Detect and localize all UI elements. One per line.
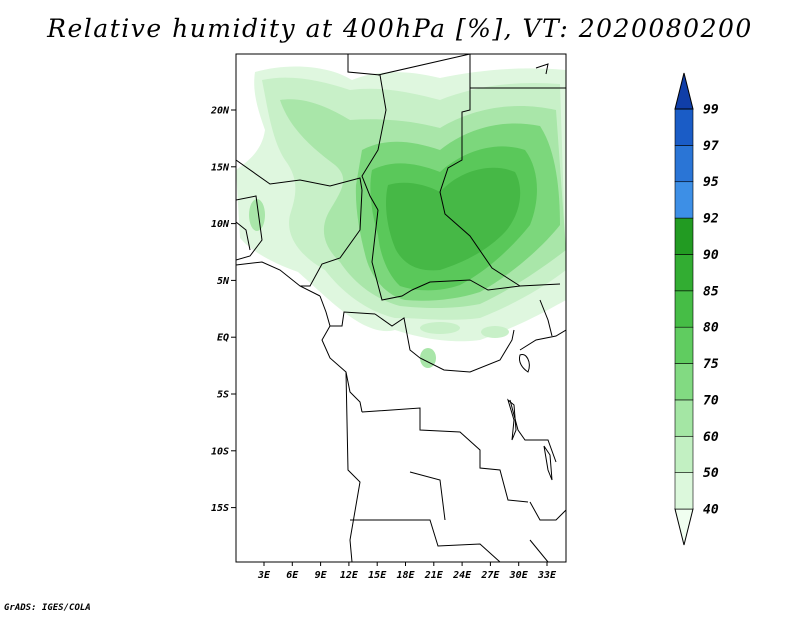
rh-cell xyxy=(420,322,460,334)
lat-tick-label: 10S xyxy=(211,446,229,457)
lat-tick-label: 5N xyxy=(217,276,230,287)
humidity-shading xyxy=(236,66,566,368)
grads-credit: GrADS: IGES/COLA xyxy=(4,603,91,613)
colorbar-label: 92 xyxy=(703,212,719,227)
lat-tick-label: 10N xyxy=(211,219,230,230)
colorbar-segment xyxy=(674,181,694,219)
lon-tick-label: 18E xyxy=(396,570,415,581)
lat-tick-label: 15N xyxy=(211,162,230,173)
map-frame xyxy=(235,53,567,563)
lon-tick-label: 9E xyxy=(315,570,328,581)
colorbar-label: 75 xyxy=(703,357,719,372)
lon-tick-label: 24E xyxy=(452,570,472,581)
lon-tick-label: 6E xyxy=(286,570,299,581)
colorbar-segment xyxy=(674,72,694,110)
colorbar-label: 40 xyxy=(703,503,719,518)
colorbar-label: 50 xyxy=(703,466,719,481)
lat-tick-label: 20N xyxy=(210,106,230,117)
lat-tick-label: 5S xyxy=(217,390,229,401)
colorbar-segment xyxy=(674,363,694,401)
lake-outlines xyxy=(507,63,553,481)
latitude-axis: 20N 15N 10N 5N EQ 5S 10S 15S xyxy=(210,106,236,514)
country-borders xyxy=(236,54,566,562)
rh-region-85 xyxy=(385,167,521,271)
colorbar-segment xyxy=(674,472,694,510)
colorbar-segment xyxy=(674,217,694,255)
colorbar-segment xyxy=(674,290,694,328)
colorbar-segment xyxy=(674,254,694,292)
colorbar-label: 70 xyxy=(703,393,719,408)
lon-tick-label: 30E xyxy=(509,570,529,581)
lon-tick-label: 12E xyxy=(340,570,359,581)
colorbar-label: 95 xyxy=(703,175,719,190)
colorbar-segment xyxy=(674,145,694,183)
rh-cell xyxy=(249,199,265,231)
colorbar: 40 50 60 70 75 80 85 90 92 95 97 99 xyxy=(674,72,719,546)
lon-tick-label: 27E xyxy=(480,570,500,581)
colorbar-label: 99 xyxy=(703,103,719,118)
colorbar-label: 60 xyxy=(703,430,719,445)
longitude-axis: 3E 6E 9E 12E 15E 18E 21E 24E 27E 30E 33E xyxy=(257,562,557,581)
colorbar-segment xyxy=(674,399,694,437)
colorbar-segment xyxy=(674,108,694,146)
lon-tick-label: 21E xyxy=(424,570,444,581)
colorbar-label: 85 xyxy=(703,284,719,299)
colorbar-segment xyxy=(674,326,694,364)
colorbar-segment xyxy=(674,508,694,546)
rh-cell xyxy=(481,326,509,338)
colorbar-label: 80 xyxy=(703,321,719,336)
colorbar-label: 90 xyxy=(703,248,719,263)
lon-tick-label: 33E xyxy=(537,570,557,581)
lat-tick-label: 15S xyxy=(211,503,229,514)
lat-tick-label: EQ xyxy=(217,333,229,344)
colorbar-segment xyxy=(674,435,694,473)
chart-title: Relative humidity at 400hPa [%], VT: 202… xyxy=(47,14,753,43)
colorbar-label: 97 xyxy=(703,139,719,154)
lon-tick-label: 3E xyxy=(257,570,271,581)
lon-tick-label: 15E xyxy=(368,570,387,581)
rh-cell xyxy=(420,348,436,368)
